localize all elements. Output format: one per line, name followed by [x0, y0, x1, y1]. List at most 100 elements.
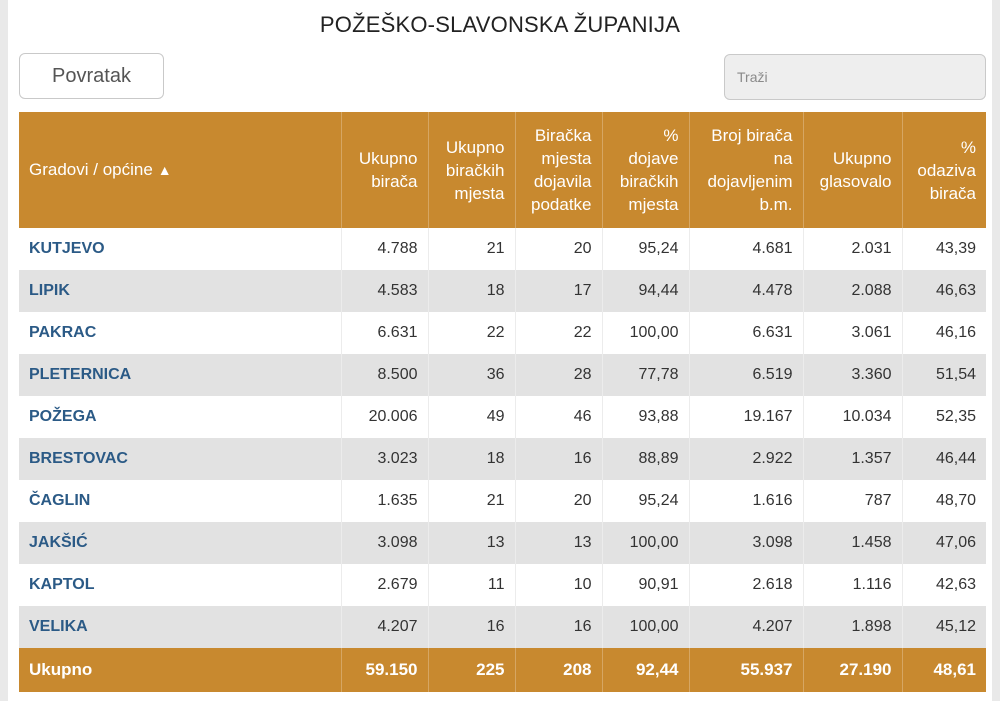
table-cell: 1.898: [802, 606, 902, 648]
column-header-turnout[interactable]: % odaziva birača: [901, 112, 986, 228]
table-cell: 6.631: [688, 312, 803, 354]
totals-cell: 55.937: [688, 648, 803, 692]
totals-cell: 208: [514, 648, 602, 692]
table-row: LIPIK 4.583 18 17 94,44 4.478 2.088 46,63: [19, 270, 986, 312]
table-cell: 11: [427, 564, 515, 606]
table-cell: 10: [514, 564, 602, 606]
column-header-municipality[interactable]: Gradovi / općine ▲: [19, 112, 341, 228]
table-cell: 787: [802, 480, 902, 522]
table-cell: 8.500: [340, 354, 428, 396]
table-cell: 46,63: [901, 270, 986, 312]
table-cell: 36: [427, 354, 515, 396]
table-cell: 46,44: [901, 438, 986, 480]
table-cell: 100,00: [601, 606, 689, 648]
table-row: ČAGLIN 1.635 21 20 95,24 1.616 787 48,70: [19, 480, 986, 522]
table-cell: 6.519: [688, 354, 803, 396]
totals-label: Ukupno: [19, 648, 341, 692]
table-cell: 42,63: [901, 564, 986, 606]
table-cell: 16: [514, 606, 602, 648]
sort-ascending-icon[interactable]: ▲: [157, 162, 172, 178]
table-cell: 20.006: [340, 396, 428, 438]
table-cell: 88,89: [601, 438, 689, 480]
municipality-link[interactable]: VELIKA: [19, 606, 341, 648]
totals-cell: 92,44: [601, 648, 689, 692]
municipality-link[interactable]: JAKŠIĆ: [19, 522, 341, 564]
municipality-link[interactable]: KAPTOL: [19, 564, 341, 606]
table-cell: 4.788: [340, 228, 428, 270]
column-header-stations-reported[interactable]: Biračka mjesta dojavila podatke: [514, 112, 602, 228]
table-row: JAKŠIĆ 3.098 13 13 100,00 3.098 1.458 47,06: [19, 522, 986, 564]
municipality-link[interactable]: PAKRAC: [19, 312, 341, 354]
column-header-percent-reported[interactable]: % dojave biračkih mjesta: [601, 112, 689, 228]
municipality-link[interactable]: BRESTOVAC: [19, 438, 341, 480]
column-header-polling-stations[interactable]: Ukupno biračkih mjesta: [427, 112, 515, 228]
table-cell: 1.635: [340, 480, 428, 522]
table-cell: 16: [514, 438, 602, 480]
table-cell: 4.681: [688, 228, 803, 270]
table-cell: 48,70: [901, 480, 986, 522]
search-input[interactable]: [724, 54, 986, 100]
table-cell: 4.207: [688, 606, 803, 648]
table-row: VELIKA 4.207 16 16 100,00 4.207 1.898 45,12: [19, 606, 986, 648]
table-cell: 1.616: [688, 480, 803, 522]
table-cell: 49: [427, 396, 515, 438]
column-header-total-voted[interactable]: Ukupno glasovalo: [802, 112, 902, 228]
table-cell: 18: [427, 438, 515, 480]
table-cell: 45,12: [901, 606, 986, 648]
table-cell: 100,00: [601, 522, 689, 564]
totals-row: Ukupno 59.150 225 208 92,44 55.937 27.19…: [19, 648, 986, 692]
table-cell: 18: [427, 270, 515, 312]
totals-cell: 225: [427, 648, 515, 692]
table-cell: 4.583: [340, 270, 428, 312]
table-row: KUTJEVO 4.788 21 20 95,24 4.681 2.031 43,39: [19, 228, 986, 270]
municipality-link[interactable]: PLETERNICA: [19, 354, 341, 396]
table-cell: 95,24: [601, 228, 689, 270]
table-cell: 21: [427, 480, 515, 522]
table-row: POŽEGA 20.006 49 46 93,88 19.167 10.034 52,35: [19, 396, 986, 438]
table-cell: 13: [427, 522, 515, 564]
table-cell: 90,91: [601, 564, 689, 606]
table-cell: 3.098: [688, 522, 803, 564]
main-panel: POŽEŠKO-SLAVONSKA ŽUPANIJA Povratak Grad…: [8, 0, 992, 701]
municipality-link[interactable]: LIPIK: [19, 270, 341, 312]
table-cell: 100,00: [601, 312, 689, 354]
results-table: Gradovi / općine ▲ Ukupno birača Ukupno b…: [19, 112, 986, 692]
table-cell: 2.922: [688, 438, 803, 480]
column-header-voters-reported-stations[interactable]: Broj birača na dojavljenim b.m.: [688, 112, 803, 228]
table-cell: 2.088: [802, 270, 902, 312]
table-cell: 43,39: [901, 228, 986, 270]
column-header-label: Gradovi / općine: [29, 160, 153, 179]
table-header-row: Gradovi / općine ▲ Ukupno birača Ukupno b…: [19, 112, 986, 228]
table-cell: 94,44: [601, 270, 689, 312]
table-cell: 2.618: [688, 564, 803, 606]
table-cell: 46: [514, 396, 602, 438]
table-row: KAPTOL 2.679 11 10 90,91 2.618 1.116 42,63: [19, 564, 986, 606]
table-cell: 21: [427, 228, 515, 270]
table-cell: 3.061: [802, 312, 902, 354]
table-row: PLETERNICA 8.500 36 28 77,78 6.519 3.360 51,54: [19, 354, 986, 396]
municipality-link[interactable]: ČAGLIN: [19, 480, 341, 522]
table-cell: 10.034: [802, 396, 902, 438]
page-title: POŽEŠKO-SLAVONSKA ŽUPANIJA: [319, 12, 681, 37]
column-header-total-voters[interactable]: Ukupno birača: [340, 112, 428, 228]
table-cell: 1.458: [802, 522, 902, 564]
municipality-link[interactable]: KUTJEVO: [19, 228, 341, 270]
table-cell: 1.357: [802, 438, 902, 480]
table-cell: 3.023: [340, 438, 428, 480]
table-cell: 52,35: [901, 396, 986, 438]
totals-cell: 27.190: [802, 648, 902, 692]
table-cell: 1.116: [802, 564, 902, 606]
table-cell: 95,24: [601, 480, 689, 522]
table-cell: 6.631: [340, 312, 428, 354]
table-cell: 3.360: [802, 354, 902, 396]
table-row: BRESTOVAC 3.023 18 16 88,89 2.922 1.357 46,44: [19, 438, 986, 480]
municipality-link[interactable]: POŽEGA: [19, 396, 341, 438]
back-button[interactable]: Povratak: [19, 53, 164, 99]
table-cell: 20: [514, 480, 602, 522]
table-cell: 2.031: [802, 228, 902, 270]
table-cell: 19.167: [688, 396, 803, 438]
table-cell: 46,16: [901, 312, 986, 354]
table-cell: 17: [514, 270, 602, 312]
table-cell: 22: [514, 312, 602, 354]
totals-cell: 48,61: [901, 648, 986, 692]
